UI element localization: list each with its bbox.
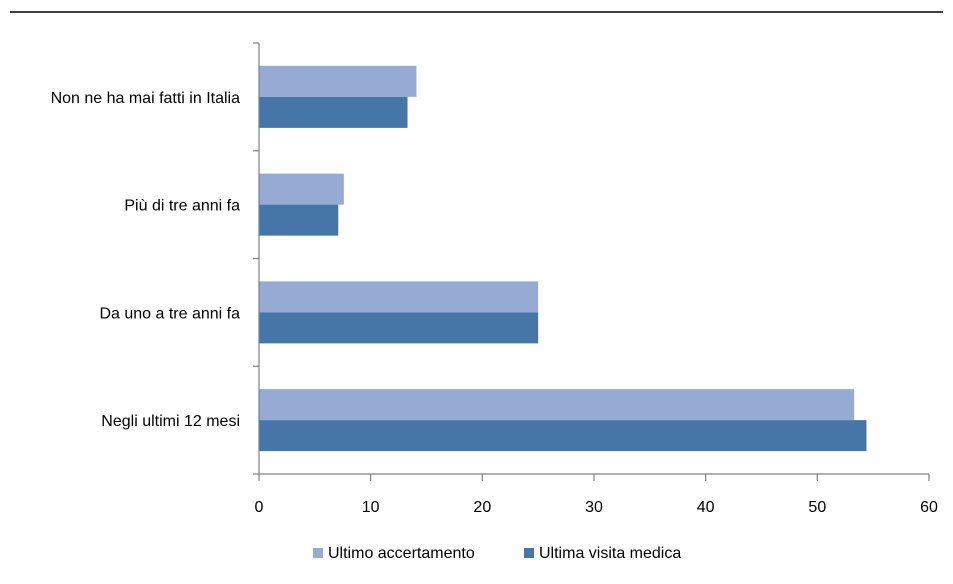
legend-label-0: Ultimo accertamento	[328, 545, 475, 562]
x-tick-label-3: 30	[585, 499, 603, 516]
category-label-2: Da uno a tre anni fa	[99, 305, 240, 322]
legend: Ultimo accertamento Ultima visita medica	[313, 545, 681, 562]
category-label-1: Più di tre anni fa	[124, 198, 240, 215]
category-label-0: Non ne ha mai fatti in Italia	[51, 90, 241, 107]
bar-visita-1	[259, 204, 339, 236]
bar-visita-0	[259, 96, 408, 128]
legend-label-1: Ultima visita medica	[539, 545, 681, 562]
bar-accertamento-3	[259, 389, 855, 421]
bars-layer	[259, 65, 867, 452]
x-tick-label-5: 50	[808, 499, 826, 516]
bar-accertamento-1	[259, 173, 344, 205]
bar-accertamento-0	[259, 65, 417, 97]
x-tick-label-6: 60	[920, 499, 938, 516]
axes-layer	[253, 42, 930, 481]
x-tick-label-1: 10	[362, 499, 380, 516]
bar-visita-3	[259, 420, 867, 452]
x-tick-label-0: 0	[255, 499, 264, 516]
labels-layer: Non ne ha mai fatti in Italia Più di tre …	[51, 90, 938, 516]
x-tick-label-2: 20	[473, 499, 491, 516]
x-tick-label-4: 40	[697, 499, 715, 516]
bar-accertamento-2	[259, 281, 539, 313]
category-label-3: Negli ultimi 12 mesi	[101, 413, 240, 430]
legend-swatch-1	[524, 548, 534, 558]
legend-swatch-0	[313, 548, 323, 558]
bar-visita-2	[259, 312, 539, 344]
